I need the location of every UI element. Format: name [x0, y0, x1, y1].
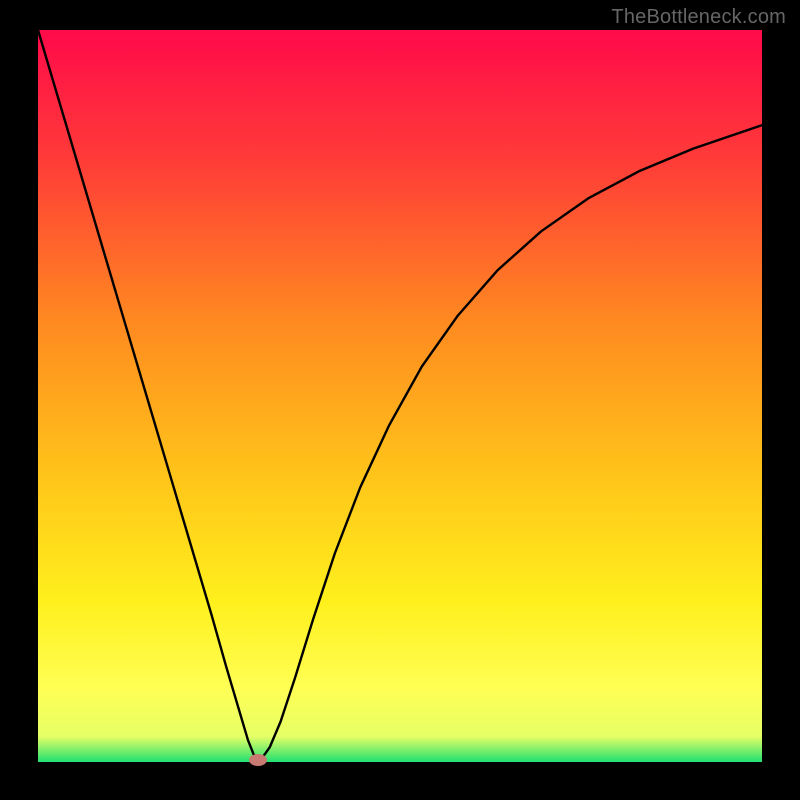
curve-svg	[38, 30, 762, 762]
minimum-marker	[249, 754, 267, 766]
chart-container: TheBottleneck.com	[0, 0, 800, 800]
plot-area	[38, 30, 762, 762]
bottleneck-curve	[38, 30, 762, 760]
watermark-text: TheBottleneck.com	[611, 6, 786, 29]
